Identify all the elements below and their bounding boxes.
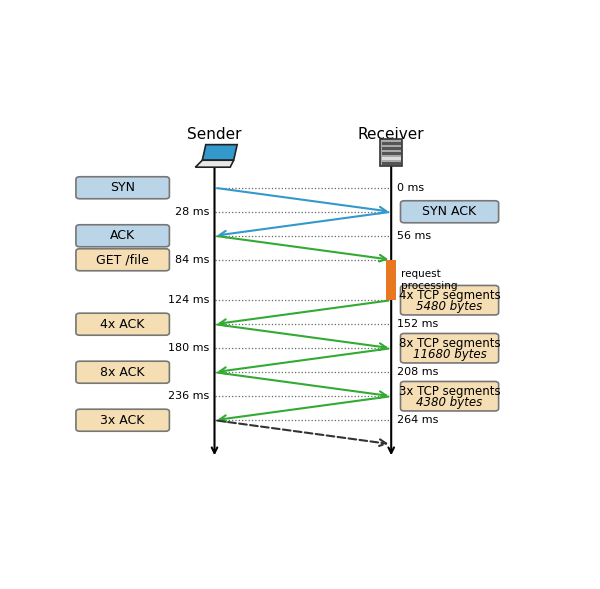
Text: 264 ms: 264 ms	[397, 415, 438, 425]
FancyBboxPatch shape	[401, 382, 499, 411]
FancyBboxPatch shape	[76, 361, 169, 383]
Text: request
processing: request processing	[401, 269, 457, 291]
FancyBboxPatch shape	[76, 313, 169, 335]
Text: SYN ACK: SYN ACK	[422, 205, 476, 219]
Bar	[382, 163, 401, 165]
Text: 4380 bytes: 4380 bytes	[416, 396, 482, 409]
Polygon shape	[196, 160, 233, 167]
Text: GET /file: GET /file	[96, 253, 149, 266]
Bar	[382, 153, 401, 155]
Text: 5480 bytes: 5480 bytes	[416, 300, 482, 313]
FancyBboxPatch shape	[76, 225, 169, 247]
Text: 3x ACK: 3x ACK	[100, 413, 145, 426]
Text: 180 ms: 180 ms	[167, 343, 209, 353]
FancyBboxPatch shape	[76, 249, 169, 271]
Text: 4x ACK: 4x ACK	[100, 317, 145, 330]
Text: 8x ACK: 8x ACK	[100, 366, 145, 379]
Text: 208 ms: 208 ms	[397, 367, 438, 377]
Text: 84 ms: 84 ms	[175, 255, 209, 265]
Bar	[380, 139, 403, 166]
Text: 28 ms: 28 ms	[175, 207, 209, 217]
FancyBboxPatch shape	[76, 409, 169, 431]
Text: 236 ms: 236 ms	[167, 391, 209, 401]
Text: 56 ms: 56 ms	[397, 231, 431, 241]
Bar	[386, 260, 397, 300]
Bar	[382, 143, 401, 145]
Text: 0 ms: 0 ms	[397, 183, 424, 193]
Text: Sender: Sender	[187, 127, 242, 143]
Text: 4x TCP segments: 4x TCP segments	[398, 289, 500, 302]
Text: 8x TCP segments: 8x TCP segments	[399, 336, 500, 349]
FancyBboxPatch shape	[401, 201, 499, 223]
Text: 11680 bytes: 11680 bytes	[413, 348, 487, 361]
FancyBboxPatch shape	[76, 177, 169, 198]
FancyBboxPatch shape	[401, 333, 499, 363]
Bar	[382, 147, 401, 150]
FancyBboxPatch shape	[401, 286, 499, 315]
Bar	[382, 157, 401, 160]
Polygon shape	[202, 145, 237, 160]
Text: 3x TCP segments: 3x TCP segments	[399, 385, 500, 398]
Text: ACK: ACK	[110, 229, 135, 242]
Text: Receiver: Receiver	[358, 127, 425, 143]
Text: SYN: SYN	[110, 181, 135, 194]
Text: 124 ms: 124 ms	[167, 295, 209, 305]
Text: 152 ms: 152 ms	[397, 319, 438, 329]
